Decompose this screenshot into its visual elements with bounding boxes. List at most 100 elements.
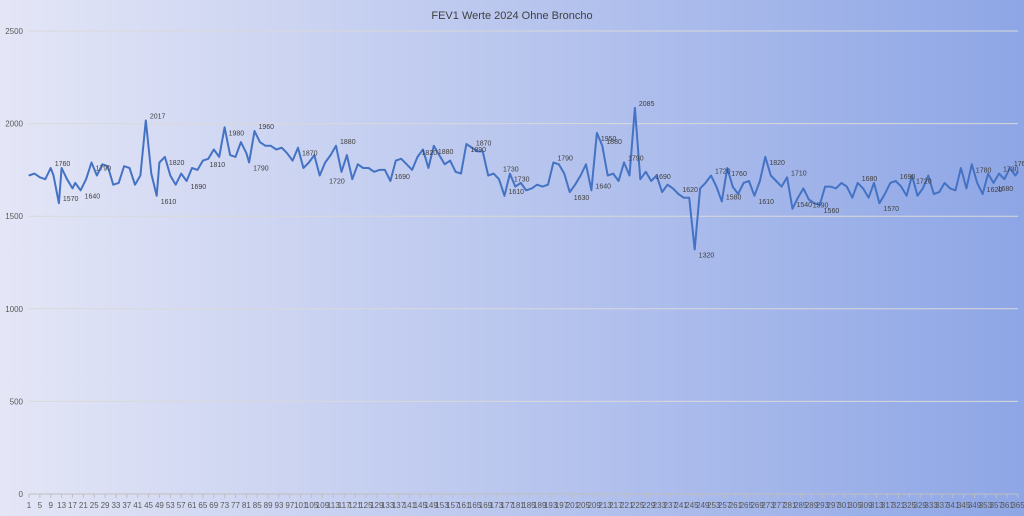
data-point: [90, 161, 93, 164]
x-tick-label: 125: [359, 501, 373, 510]
x-tick-label: 85: [253, 501, 262, 510]
data-point: [482, 150, 484, 152]
x-tick-label: 245: [685, 501, 699, 510]
data-label: 1690: [900, 174, 916, 181]
data-point: [368, 167, 370, 169]
data-point: [245, 152, 247, 154]
data-point: [525, 189, 527, 191]
data-point: [623, 161, 625, 164]
x-tick-label: 265: [740, 501, 754, 510]
x-tick-label: 193: [544, 501, 558, 510]
x-tick-label: 357: [990, 501, 1004, 510]
data-point: [987, 173, 989, 175]
x-tick-label: 201: [566, 501, 580, 510]
data-point: [666, 184, 669, 186]
x-tick-label: 145: [414, 501, 428, 510]
x-tick-label: 173: [490, 501, 504, 510]
data-point: [302, 167, 305, 169]
data-point: [775, 180, 777, 182]
x-tick-label: 53: [166, 501, 175, 510]
data-label: 1810: [210, 162, 226, 169]
x-tick-label: 293: [816, 501, 830, 510]
data-point: [240, 141, 242, 143]
x-tick-label: 149: [424, 501, 438, 510]
data-point: [71, 187, 74, 190]
data-label: 1560: [824, 208, 840, 215]
data-point: [927, 174, 929, 177]
data-point: [949, 187, 951, 190]
data-point: [569, 191, 571, 193]
data-point: [158, 161, 161, 164]
x-tick-label: 325: [903, 501, 917, 510]
data-label: 1720: [329, 178, 345, 185]
series-fev1: [28, 106, 1019, 251]
data-point: [878, 202, 881, 204]
data-point: [139, 174, 141, 177]
x-tick-label: 97: [285, 501, 294, 510]
x-tick-label: 353: [979, 501, 993, 510]
data-point: [259, 141, 261, 143]
data-point: [770, 174, 772, 177]
x-tick-label: 297: [827, 501, 841, 510]
data-point: [819, 204, 821, 206]
series-line: [28, 106, 1019, 251]
data-label: 1730: [1003, 167, 1019, 174]
data-point: [213, 148, 215, 151]
data-label: 1870: [476, 141, 492, 148]
data-label: 1980: [229, 130, 245, 137]
data-point: [411, 169, 413, 171]
data-label: 1720: [715, 168, 731, 175]
data-point: [579, 174, 582, 177]
data-point: [536, 184, 538, 186]
x-tick-label: 137: [392, 501, 406, 510]
data-point: [911, 174, 913, 177]
x-tick-label: 161: [457, 501, 471, 510]
data-point: [976, 182, 978, 184]
data-point: [1003, 178, 1006, 180]
data-label: 1760: [55, 161, 71, 168]
data-point: [196, 169, 199, 171]
data-label: 1590: [813, 203, 829, 210]
chart-title: FEV1 Werte 2024 Ohne Broncho: [431, 10, 592, 22]
data-point: [406, 163, 408, 165]
data-point: [998, 173, 1000, 175]
x-tick-label: 213: [598, 501, 612, 510]
x-tick-label: 185: [522, 501, 536, 510]
data-point: [416, 156, 419, 158]
data-point: [944, 182, 946, 184]
x-tick-label: 57: [177, 501, 186, 510]
data-point: [433, 145, 435, 147]
data-point: [28, 174, 30, 177]
data-point: [813, 202, 815, 204]
x-tick-label: 221: [620, 501, 634, 510]
data-point: [617, 180, 620, 182]
data-point: [101, 163, 103, 165]
data-point: [218, 156, 220, 158]
data-label: 1760: [731, 171, 747, 178]
data-point: [438, 154, 440, 156]
x-tick-label: 253: [707, 501, 721, 510]
data-point: [835, 187, 837, 190]
data-point: [224, 126, 226, 128]
data-point: [552, 161, 554, 164]
x-tick-label: 361: [1000, 501, 1014, 510]
data-point: [313, 154, 315, 156]
data-point: [422, 148, 424, 151]
data-point: [191, 167, 193, 169]
data-point: [601, 145, 603, 147]
y-tick-label: 2500: [5, 27, 23, 36]
data-point: [721, 200, 723, 202]
data-point: [118, 182, 120, 184]
data-label: 1960: [259, 124, 275, 131]
x-tick-label: 249: [696, 501, 710, 510]
data-label: 1610: [758, 199, 774, 206]
data-label: 1820: [769, 160, 785, 167]
data-point: [960, 167, 962, 169]
data-point: [808, 198, 810, 201]
x-tick-label: 189: [533, 501, 547, 510]
x-tick-label: 349: [968, 501, 982, 510]
data-point: [471, 147, 473, 149]
y-tick-label: 500: [10, 397, 24, 406]
data-point: [862, 187, 864, 190]
x-tick-label: 261: [729, 501, 743, 510]
